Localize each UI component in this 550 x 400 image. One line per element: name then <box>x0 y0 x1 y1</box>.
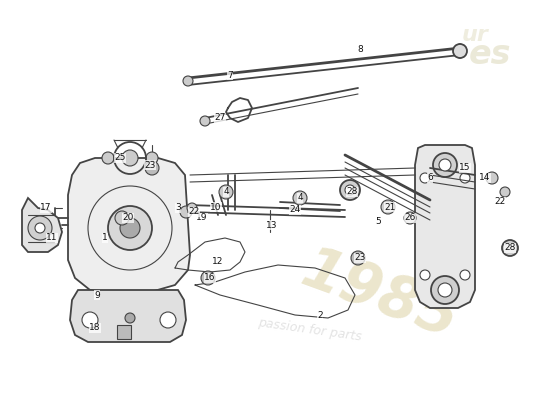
Circle shape <box>219 185 233 199</box>
Text: 9: 9 <box>94 290 100 300</box>
Polygon shape <box>68 158 190 295</box>
Text: 1985: 1985 <box>294 240 466 350</box>
Circle shape <box>120 218 140 238</box>
Text: 28: 28 <box>346 188 358 196</box>
Circle shape <box>183 76 193 86</box>
Circle shape <box>438 283 452 297</box>
Text: 18: 18 <box>89 324 101 332</box>
Text: 16: 16 <box>204 274 216 282</box>
Text: 8: 8 <box>357 46 363 54</box>
Polygon shape <box>415 145 475 308</box>
Circle shape <box>108 206 152 250</box>
Text: 27: 27 <box>214 114 225 122</box>
Circle shape <box>431 276 459 304</box>
Text: es: es <box>469 38 512 72</box>
Circle shape <box>115 211 129 225</box>
Circle shape <box>201 271 215 285</box>
Circle shape <box>381 200 395 214</box>
Text: 4: 4 <box>223 188 229 196</box>
Text: 13: 13 <box>266 220 278 230</box>
Circle shape <box>453 44 467 58</box>
Text: 10: 10 <box>210 202 222 212</box>
Circle shape <box>404 212 416 224</box>
Text: 5: 5 <box>375 218 381 226</box>
Text: 12: 12 <box>212 258 224 266</box>
Circle shape <box>460 270 470 280</box>
Circle shape <box>102 152 114 164</box>
Polygon shape <box>22 198 62 252</box>
Circle shape <box>351 251 365 265</box>
Text: 23: 23 <box>144 160 156 170</box>
Polygon shape <box>70 290 186 342</box>
Circle shape <box>460 173 470 183</box>
Text: ur: ur <box>461 25 488 45</box>
Text: 7: 7 <box>227 70 233 80</box>
Text: 15: 15 <box>459 164 471 172</box>
Text: 21: 21 <box>384 202 395 212</box>
Text: 2: 2 <box>317 310 323 320</box>
Circle shape <box>28 216 52 240</box>
Text: 28: 28 <box>504 244 516 252</box>
Text: 26: 26 <box>404 214 416 222</box>
Circle shape <box>122 150 138 166</box>
Text: 3: 3 <box>175 204 181 212</box>
Text: 14: 14 <box>479 174 491 182</box>
Text: 4: 4 <box>297 194 303 202</box>
Circle shape <box>420 270 430 280</box>
Circle shape <box>340 180 360 200</box>
Circle shape <box>345 185 355 195</box>
Circle shape <box>433 153 457 177</box>
Circle shape <box>439 159 451 171</box>
Text: 22: 22 <box>188 208 200 216</box>
Text: 11: 11 <box>46 234 58 242</box>
Bar <box>117 325 131 339</box>
Circle shape <box>35 223 45 233</box>
Text: 22: 22 <box>494 198 505 206</box>
Text: 6: 6 <box>427 174 433 182</box>
Circle shape <box>146 152 158 164</box>
Text: 20: 20 <box>122 214 134 222</box>
Text: 17: 17 <box>40 204 52 212</box>
Circle shape <box>145 161 159 175</box>
Circle shape <box>500 187 510 197</box>
Circle shape <box>160 312 176 328</box>
Text: 25: 25 <box>114 154 126 162</box>
Circle shape <box>420 173 430 183</box>
Circle shape <box>187 203 197 213</box>
Circle shape <box>293 191 307 205</box>
Circle shape <box>200 116 210 126</box>
Text: 24: 24 <box>289 206 301 214</box>
Text: 19: 19 <box>196 214 208 222</box>
Circle shape <box>125 313 135 323</box>
Text: 1: 1 <box>102 234 108 242</box>
Circle shape <box>82 312 98 328</box>
Circle shape <box>486 172 498 184</box>
Circle shape <box>180 206 192 218</box>
Text: 23: 23 <box>354 254 366 262</box>
Text: passion for parts: passion for parts <box>257 316 362 344</box>
Circle shape <box>502 240 518 256</box>
